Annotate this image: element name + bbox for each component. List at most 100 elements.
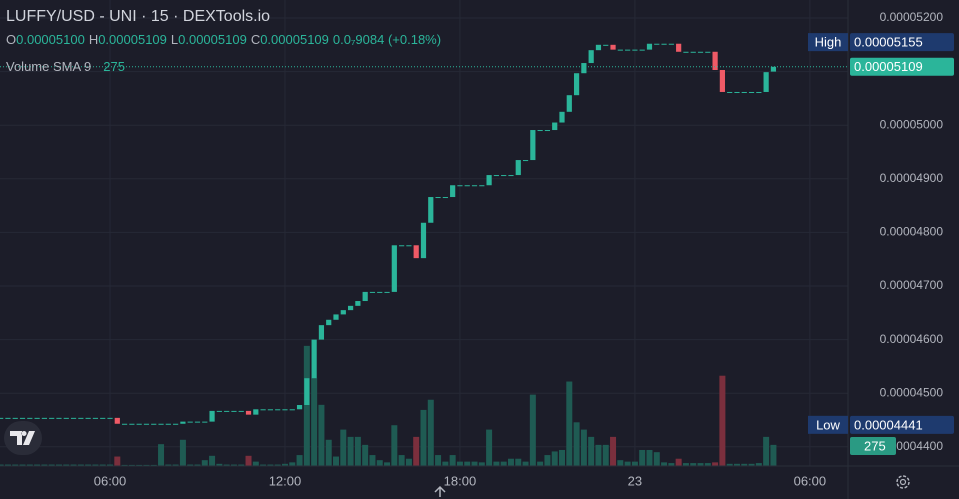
candle-body [216,410,222,412]
volume-bar [194,464,201,466]
volume-bar [697,463,704,466]
x-tick-label: 18:00 [444,473,477,488]
candle-body [114,417,120,424]
candle-body [100,417,106,419]
candle-body [27,417,33,419]
candle-body [384,291,390,293]
candle-body [530,130,536,161]
volume-bar [471,461,478,466]
volume-bar [435,455,442,466]
volume-bar [544,455,551,466]
candle-body [56,417,62,419]
volume-bar [252,461,259,466]
candle-body [413,245,419,259]
candle-body [121,423,128,425]
volume-bar [230,464,237,466]
candle-body [406,245,412,247]
volume-bar [398,455,405,466]
candle-body [296,405,303,410]
high-value: 0.00005155 [854,35,923,50]
candle-body [12,417,18,419]
gear-ring[interactable] [896,475,910,489]
volume-bar [595,444,602,466]
candle-body [763,72,769,92]
volume-bar [85,464,92,466]
gear-hub[interactable] [899,478,907,486]
volume-bar [55,464,62,466]
candle-body [202,421,208,423]
y-tick-label: 0.00004600 [880,332,944,346]
volume-bar [682,463,689,466]
candle-body [566,95,572,112]
candle-body [311,339,317,379]
candle-body [625,49,631,51]
volume-bar [391,425,398,466]
volume-bar [340,429,347,466]
volume-bar [712,462,719,466]
candle-body [515,160,521,176]
y-tick-label: 0.00004800 [880,225,944,239]
candle-body [41,417,47,419]
candle-body [479,185,485,187]
volume-bar [704,463,711,466]
candle-body [435,197,441,199]
volume-bar [274,464,281,466]
volume-bar [267,464,274,466]
candle-body [333,314,339,320]
volume-bar [668,463,675,466]
candle-body [522,160,529,162]
candle-body [595,44,602,51]
candle-body [209,410,215,422]
candle-body [143,423,150,425]
volume-bar [26,464,33,466]
candle-body [632,49,638,51]
settings-gear[interactable] [896,475,910,489]
volume-bar [522,461,529,466]
volume-bar [333,456,340,466]
volume-badge-value: 275 [864,438,886,453]
volume-bar [63,464,70,466]
volume-bar [653,452,660,466]
y-tick-label: 0.00004500 [880,385,944,399]
candle-body [129,423,135,425]
candle-body [428,197,434,223]
candle-body [748,91,755,93]
candle-body [238,410,244,412]
volume-bar [427,399,434,466]
x-tick-label: 23 [628,473,642,488]
scroll-arrow[interactable] [434,485,446,497]
candle-body [304,378,310,406]
volume-bar [179,439,186,466]
candle-body [683,51,689,53]
legend-label: H [89,32,98,47]
logo-shape [10,431,35,445]
candle-body [19,417,26,419]
candle-body [326,319,332,326]
volume-bar [311,377,318,466]
candle-body [63,417,69,419]
volume-badge [850,436,896,455]
grid [0,0,848,466]
volume-sma: 275 [103,59,125,74]
volume-bar [325,439,332,466]
candle-body [194,421,201,423]
volume-bar [362,444,369,466]
volume-bar [99,464,106,466]
candle-body [187,421,193,423]
volume-bar [559,449,566,466]
volume-bar [281,463,288,466]
volume-bar [631,461,638,466]
volume-bar [70,464,77,466]
candle-body [78,417,84,419]
volume-bar [296,455,303,466]
axis-layer: 0.00005200 0.00005100 0.00005000 0.00004900… [0,10,954,488]
volume-bar [128,464,135,466]
candle-body [741,91,747,93]
legend-label: L [171,32,178,47]
volume-bar [209,455,216,466]
volume-bar [245,455,252,466]
y-tick-label: 0.00005000 [880,117,944,131]
chart-title: LUFFY/USD - UNI · 15 · DEXTools.io [6,8,270,25]
volume-bar [136,464,143,466]
